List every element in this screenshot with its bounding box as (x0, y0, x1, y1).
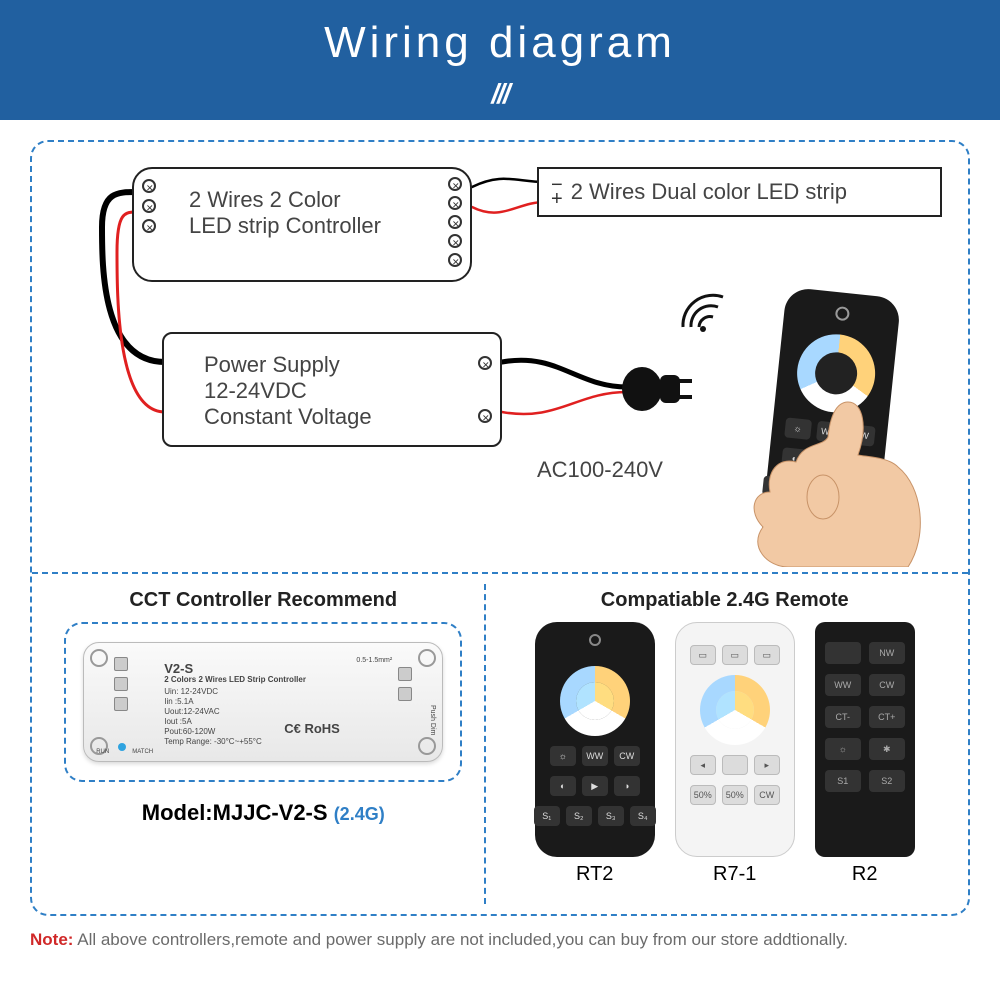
remote-button: S2 (869, 770, 905, 792)
remote-button: ◐ (550, 776, 576, 796)
model-label: Model: (142, 800, 213, 825)
wire (502, 360, 627, 387)
wire (502, 392, 627, 414)
hand-with-remote: ☼WWCW ◐▶◑ S₁ (668, 307, 948, 567)
spec-line: Uin: 12-24VDC (164, 687, 262, 697)
header-banner: Wiring diagram /// (0, 0, 1000, 120)
remote-button: CW (869, 674, 905, 696)
power-icon (589, 634, 601, 646)
ctrl-cert: C€ RoHS (284, 721, 340, 736)
ctrl-sku: V2-S (164, 661, 193, 676)
spec-line: Iin :5.1A (164, 697, 262, 707)
plus-label: + (551, 192, 563, 206)
remote-button: CT+ (869, 706, 905, 728)
spec-line: Pout:60-120W (164, 727, 262, 737)
psu-line3: Constant Voltage (204, 404, 372, 430)
wiring-diagram: 2 Wires 2 Color LED strip Controller − + (47, 157, 953, 572)
remote-button: S₃ (598, 806, 624, 826)
terminal-icon (478, 356, 492, 370)
remote-button: ◑ (614, 776, 640, 796)
page-title: Wiring diagram (0, 18, 1000, 68)
terminal-icon (142, 179, 156, 193)
remote-button: 50% (722, 785, 748, 805)
remote-button: ☼ (825, 738, 861, 760)
psu-line1: Power Supply (204, 352, 372, 378)
remote-RT2: ☼ WW CW ◐ ▶ ◑ S₁ S₂ S₃ S₄ RT2 (535, 622, 655, 886)
remote-R7-1: ▭ ▭ ▭ ◂ ▸ 50% 50% CW R7-1 (675, 622, 795, 886)
remote-button: ✱ (869, 738, 905, 760)
color-ring-icon (560, 666, 630, 736)
remote-button: ▸ (754, 755, 780, 775)
zone-icon: ▭ (690, 645, 716, 665)
remote-button: S₁ (534, 806, 560, 826)
zone-icon: ▭ (754, 645, 780, 665)
ctrl-desc: 2 Colors 2 Wires LED Strip Controller (164, 675, 306, 684)
psu-line2: 12-24VDC (204, 378, 372, 404)
remote-button: WW (825, 674, 861, 696)
recommend-row: CCT Controller Recommend V2-S 2 Colors 2… (47, 574, 953, 904)
remote-button (722, 755, 748, 775)
remote-button: S₂ (566, 806, 592, 826)
terminal-icon (142, 199, 156, 213)
main-panel: 2 Wires 2 Color LED strip Controller − + (30, 140, 970, 916)
remote-button: S₄ (630, 806, 656, 826)
pushdim-label: Push Dim (429, 705, 436, 735)
terminal-icon (448, 215, 462, 229)
controller-box: 2 Wires 2 Color LED strip Controller (132, 167, 472, 282)
remote-button: CT- (825, 706, 861, 728)
spec-line: Temp Range: -30°C~+55°C (164, 737, 262, 747)
wire (472, 202, 545, 213)
model-suffix: (2.4G) (334, 804, 385, 824)
remote-button: NW (869, 642, 905, 664)
zone-icon: ▭ (722, 645, 748, 665)
note-prefix: Note: (30, 930, 73, 949)
remote-button (825, 642, 861, 664)
terminal-icon (478, 409, 492, 423)
terminal-icon (448, 177, 462, 191)
remote-button: ▶ (582, 776, 608, 796)
remote-R2: NW WW CW CT- CT+ ☼ ✱ S1 S2 R2 (815, 622, 915, 886)
note-text: All above controllers,remote and power s… (73, 930, 848, 949)
controller-label: 2 Wires 2 Color LED strip Controller (189, 187, 381, 239)
terminal-icon (142, 219, 156, 233)
color-ring-icon (700, 675, 770, 745)
ac-voltage-label: AC100-240V (537, 457, 663, 483)
left-col-title: CCT Controller Recommend (129, 589, 397, 612)
remote-label: R2 (815, 863, 915, 886)
right-col-title: Compatiable 2.4G Remote (601, 589, 849, 612)
spec-line: Uout:12-24VAC (164, 707, 262, 717)
remote-label: RT2 (535, 863, 655, 886)
spec-line: Iout :5A (164, 717, 262, 727)
remote-button: WW (582, 746, 608, 766)
psu-box: Power Supply 12-24VDC Constant Voltage (162, 332, 502, 447)
remote-button: 50% (690, 785, 716, 805)
header-mark: /// (0, 78, 1000, 110)
remote-button: S1 (825, 770, 861, 792)
remote-label: R7-1 (675, 863, 795, 886)
remote-button: ◂ (690, 755, 716, 775)
model-value: MJJC-V2-S (213, 800, 328, 825)
terminal-icon (448, 196, 462, 210)
strip-label: 2 Wires Dual color LED strip (571, 179, 847, 205)
wire (472, 179, 545, 187)
terminal-icon (448, 253, 462, 267)
remote-button: ☼ (550, 746, 576, 766)
gauge-label: 0.5-1.5mm² (356, 657, 392, 664)
model-line: Model:MJJC-V2-S (2.4G) (142, 800, 385, 826)
footer-note: Note: All above controllers,remote and p… (30, 930, 970, 950)
remote-button: CW (754, 785, 780, 805)
remotes-column: Compatiable 2.4G Remote ☼ WW CW ◐ ▶ ◑ S₁ S₂ S₃ S₄… (484, 584, 953, 904)
remote-button: CW (614, 746, 640, 766)
hand-icon (668, 307, 948, 567)
controller-column: CCT Controller Recommend V2-S 2 Colors 2… (47, 584, 479, 904)
controller-product: V2-S 2 Colors 2 Wires LED Strip Controll… (83, 642, 443, 762)
controller-product-box: V2-S 2 Colors 2 Wires LED Strip Controll… (64, 622, 462, 782)
terminal-icon (448, 234, 462, 248)
led-strip-box: − + 2 Wires Dual color LED strip (537, 167, 942, 217)
